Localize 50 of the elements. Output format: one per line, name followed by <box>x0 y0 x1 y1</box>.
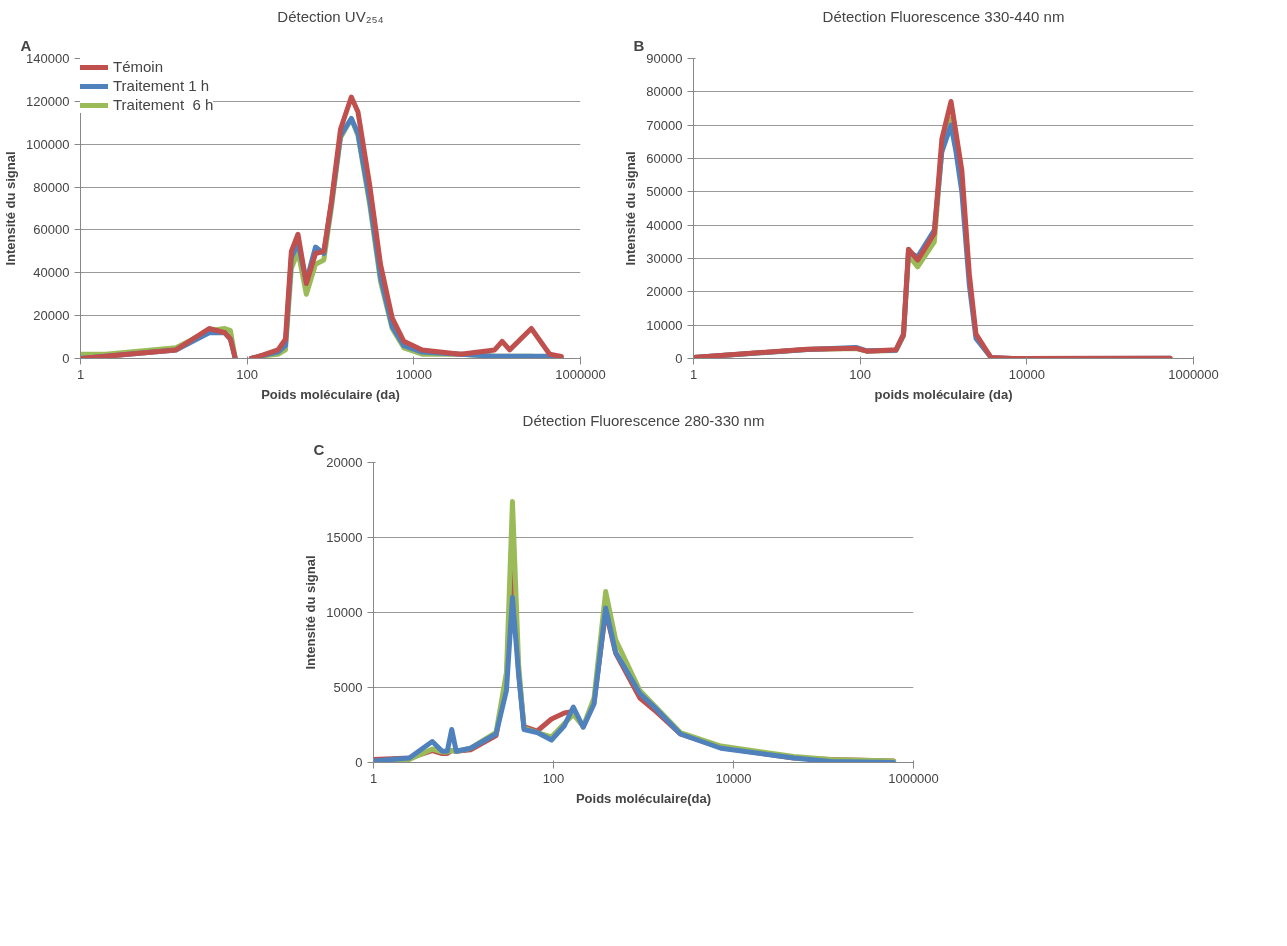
text: A <box>20 36 32 54</box>
y-tick-label: 10000 <box>646 317 683 333</box>
x-tick-label: 10000 <box>395 366 432 382</box>
text: B <box>633 36 645 54</box>
x-tick-label: 100 <box>236 366 259 382</box>
y-tick-label: 5000 <box>333 680 363 695</box>
y-axis-title: Intensité du signal <box>3 151 19 266</box>
chart-title: Détection Fluorescence 280-330 nm <box>522 411 765 429</box>
x-tick-label: 100 <box>542 770 565 786</box>
y-tick-label: 0 <box>355 755 363 770</box>
text: C <box>313 440 325 458</box>
x-axis-title: Poids moléculaire (da) <box>261 386 400 402</box>
y-tick-label: 140000 <box>26 51 70 66</box>
y-tick-label: 80000 <box>33 179 70 195</box>
y-tick-label: 80000 <box>646 84 683 100</box>
x-axis-title: poids moléculaire (da) <box>874 386 1013 402</box>
x-tick-label: 1 <box>76 366 85 382</box>
legend-label: Traitement 1 h <box>113 77 210 94</box>
y-tick-label: 15000 <box>326 530 363 545</box>
x-tick-label: 100 <box>849 366 872 382</box>
y-tick-label: 50000 <box>646 184 683 200</box>
legend-label: Traitement 6 h <box>113 96 214 113</box>
y-tick-label: 20000 <box>646 284 683 300</box>
y-tick-label: 0 <box>62 351 70 366</box>
y-axis-title: Intensité du signal <box>623 151 639 266</box>
y-tick-label: 40000 <box>646 217 683 233</box>
y-tick-label: 10000 <box>326 605 363 620</box>
x-tick-label: 1 <box>689 366 698 382</box>
legend-label: Témoin <box>113 58 164 75</box>
y-tick-label: 60000 <box>646 151 683 166</box>
y-tick-label: 100000 <box>26 136 70 152</box>
y-tick-label: 20000 <box>326 455 363 470</box>
x-tick-label: 1000000 <box>1168 366 1219 382</box>
x-tick-label: 1000000 <box>888 770 939 786</box>
x-axis-title: Poids moléculaire(da) <box>575 790 712 806</box>
y-tick-label: 70000 <box>646 117 683 133</box>
x-tick-label: 1 <box>369 770 378 786</box>
x-tick-label: 10000 <box>1008 366 1045 382</box>
y-axis-title: Intensité du signal <box>303 555 319 670</box>
chart-title: Détection UV₂₅₄ <box>277 7 384 25</box>
y-tick-label: 90000 <box>646 51 683 66</box>
y-tick-label: 40000 <box>33 265 70 281</box>
y-tick-label: 120000 <box>26 93 70 109</box>
y-tick-label: 0 <box>675 351 683 366</box>
x-tick-label: 10000 <box>715 770 752 786</box>
chart-title: Détection Fluorescence 330-440 nm <box>822 7 1065 25</box>
y-tick-label: 30000 <box>646 251 683 266</box>
y-tick-label: 20000 <box>33 308 70 324</box>
x-tick-label: 1000000 <box>555 366 606 382</box>
y-tick-label: 60000 <box>33 222 70 238</box>
